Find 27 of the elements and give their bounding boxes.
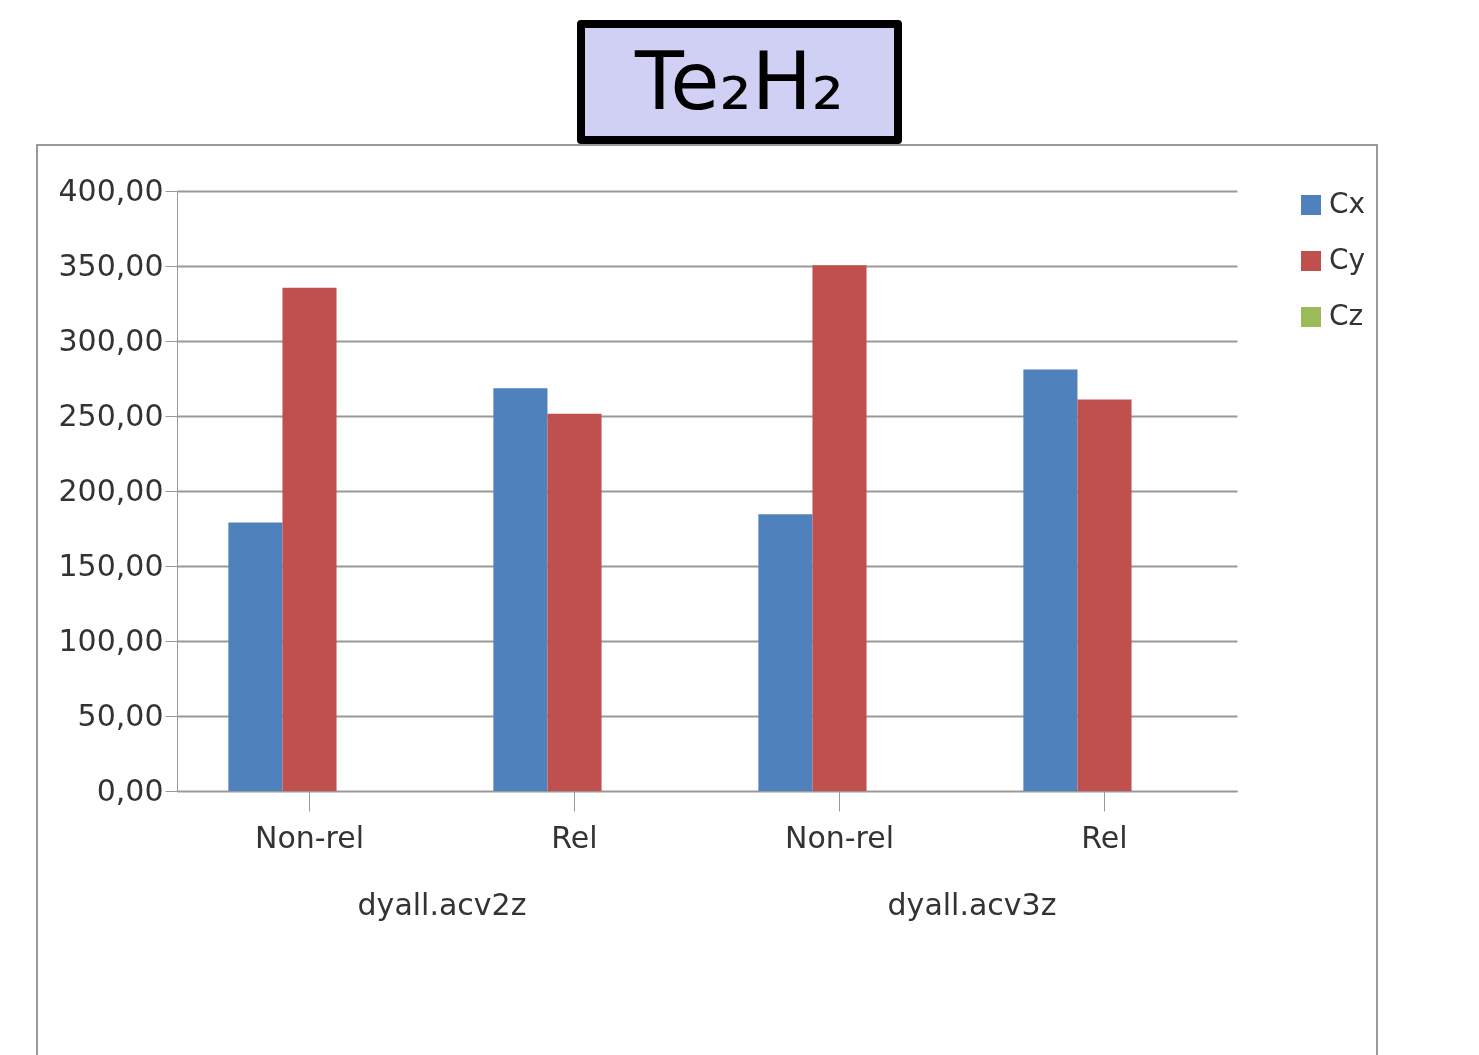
- y-tick-label: 300,00: [58, 322, 164, 358]
- bar: [547, 413, 602, 791]
- bar: [812, 265, 867, 791]
- x-tick-label: Non-rel: [254, 819, 365, 855]
- y-tick-label: 350,00: [58, 247, 164, 283]
- bar: [1077, 399, 1132, 791]
- legend-label: Cz: [1329, 299, 1364, 332]
- text: dyall.acv3z: [887, 887, 1057, 922]
- bar: [1023, 369, 1078, 791]
- legend-label: Cx: [1329, 187, 1366, 220]
- x-tick-label: Rel: [1081, 819, 1128, 855]
- legend-label: Cy: [1329, 243, 1366, 276]
- text: dyall.acv2z: [357, 887, 527, 922]
- chart-title: Te₂H₂: [577, 20, 902, 144]
- bar: [493, 388, 548, 791]
- y-tick-label: 150,00: [58, 547, 164, 583]
- x-tick-label: Rel: [551, 819, 598, 855]
- y-tick-label: 0,00: [96, 772, 164, 808]
- y-tick-label: 100,00: [58, 622, 164, 658]
- y-tick-label: 50,00: [77, 697, 164, 733]
- y-tick-label: 400,00: [58, 172, 164, 208]
- x-tick-label: Non-rel: [784, 819, 895, 855]
- bar: [758, 514, 813, 791]
- y-tick-label: 200,00: [58, 472, 164, 508]
- bar: [282, 287, 337, 791]
- bar: [228, 522, 283, 791]
- y-tick-label: 250,00: [58, 397, 164, 433]
